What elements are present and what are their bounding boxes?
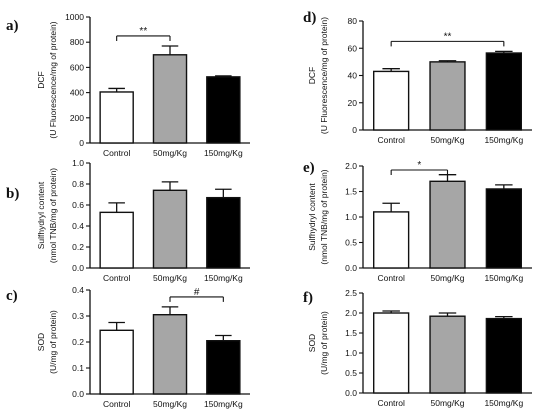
category-label: Control [377,135,405,145]
y-tick-label: 0.1 [72,363,84,373]
y-tick-label: 40 [348,71,358,81]
y-tick-label: 0.4 [72,285,84,295]
bar [429,61,466,131]
category-label: 50mg/Kg [430,398,464,408]
bar [152,189,188,269]
y-tick-label: 0.8 [72,179,84,189]
bar [373,70,410,131]
y-tick-label: 0.0 [72,389,84,399]
y-axis-subtitle: (U Fluorescence/mg of protein) [48,21,58,138]
y-axis-subtitle: (U/mg of protein) [319,311,329,375]
bar [206,340,241,395]
y-tick-label: 1.0 [345,212,357,222]
bar [485,188,522,269]
y-axis-title: DCF [307,67,317,84]
y-tick-label: 2.5 [345,288,357,298]
bar [429,315,466,394]
category-label: 150mg/Kg [484,273,523,283]
bar [152,54,188,144]
panel-letter: d) [303,10,316,26]
panel-b: b) 0.0 0.2 0.4 0.6 0.8 1.0 Sulfhydryl content (n… [6,158,250,283]
bar [99,91,134,144]
y-tick-label: 60 [348,43,358,53]
y-tick-label: 0.5 [345,368,357,378]
y-tick-label: 400 [70,88,84,98]
y-axis-subtitle: (nmol TNB/mg of protein) [48,168,58,263]
bar [152,314,188,395]
y-tick-label: 20 [348,98,358,108]
y-axis-title: DCF [36,71,46,88]
y-tick-label: 0.2 [72,242,84,252]
category-label: 50mg/Kg [153,148,187,158]
panel-a: a) 0 200 400 600 800 1000 DCF (U Fluorescence/mg… [6,12,250,158]
bar [99,329,134,395]
y-axis-title: SOD [36,333,46,351]
category-label: 50mg/Kg [430,135,464,145]
bar [99,211,134,269]
category-label: 150mg/Kg [204,273,243,283]
y-tick-label: 800 [70,37,84,47]
category-label: Control [103,273,131,283]
category-label: 150mg/Kg [204,148,243,158]
significance-label: * [417,160,421,171]
y-tick-label: 0.4 [72,221,84,231]
y-tick-label: 0.0 [345,263,357,273]
y-tick-label: 600 [70,62,84,72]
bar [485,52,522,131]
y-axis-title: Sulfhydryl content [36,181,46,249]
significance-label: ** [444,31,452,42]
panel-letter: f) [303,290,313,306]
category-label: Control [103,148,131,158]
panel-c: c) 0.0 0.1 0.2 0.3 0.4 SOD (U/mg of protein) Con… [6,285,250,409]
y-tick-label: 2.0 [345,308,357,318]
y-axis-subtitle: (U Fluorescence/mg of protein) [319,17,329,134]
y-axis-subtitle: (nmol TNB/mg of protein) [319,169,329,264]
category-label: 50mg/Kg [153,399,187,409]
y-axis-title: SOD [307,334,317,352]
bar [429,180,466,269]
bar [373,211,410,269]
bar [373,312,410,394]
category-label: Control [377,273,405,283]
y-tick-label: 0.3 [72,311,84,321]
bar [206,196,241,269]
y-tick-label: 80 [348,16,358,26]
category-label: Control [377,398,405,408]
y-axis-title: Sulfhydryl content [307,183,317,251]
category-label: 50mg/Kg [153,273,187,283]
y-tick-label: 0.2 [72,337,84,347]
y-tick-label: 2.0 [345,161,357,171]
category-label: 150mg/Kg [484,135,523,145]
significance-label: ** [139,26,147,37]
bar [485,317,522,394]
panel-d: d) 0 20 40 60 80 DCF (U Fluorescence/mg of prot… [303,10,532,145]
y-tick-label: 0.5 [345,238,357,248]
y-tick-label: 1.0 [345,348,357,358]
y-tick-label: 200 [70,113,84,123]
panel-f: f) 0.0 0.5 1.0 1.5 2.0 2.5 SOD (U/mg of protein)… [303,288,532,408]
y-tick-label: 1.5 [345,328,357,338]
y-tick-label: 0.6 [72,200,84,210]
y-tick-label: 0 [352,125,357,135]
category-label: Control [103,399,131,409]
y-tick-label: 1.5 [345,187,357,197]
y-axis-subtitle: (U/mg of protein) [48,310,58,374]
category-label: 150mg/Kg [484,398,523,408]
panel-letter: b) [6,186,19,202]
panel-letter: e) [303,160,315,176]
significance-label: # [194,287,200,298]
category-label: 150mg/Kg [204,399,243,409]
panel-letter: a) [6,18,19,34]
bar [206,76,241,144]
y-tick-label: 1.0 [72,158,84,168]
y-tick-label: 0.0 [72,263,84,273]
y-tick-label: 0 [79,138,84,148]
y-tick-label: 0.0 [345,388,357,398]
y-tick-label: 1000 [65,12,84,22]
panel-letter: c) [6,288,18,304]
panel-e: e) 0.0 0.5 1.0 1.5 2.0 Sulfhydryl content (nmol… [303,160,532,283]
category-label: 50mg/Kg [430,273,464,283]
